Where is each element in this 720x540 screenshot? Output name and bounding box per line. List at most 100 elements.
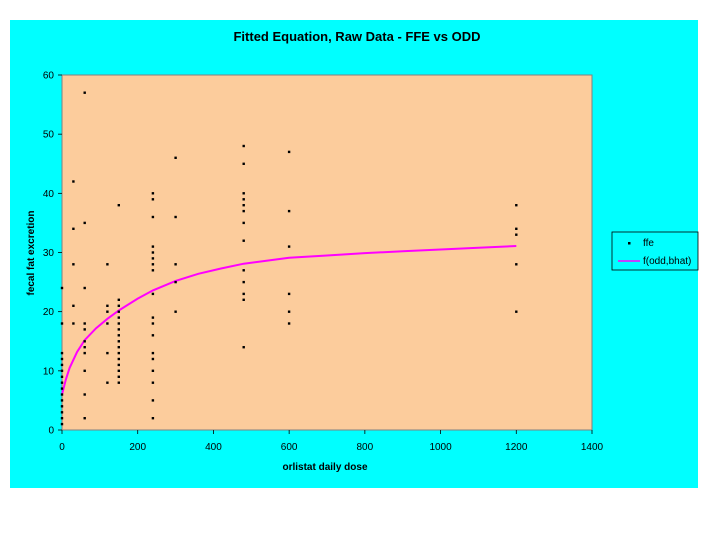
data-point [83,417,86,420]
x-tick-label: 400 [205,442,222,453]
data-point [174,280,177,284]
data-point [287,292,291,296]
plot-area [61,74,593,431]
legend-label-ffe: ffe [643,238,654,249]
data-point [515,310,518,313]
legend-label-fit: f(odd,bhat) [643,256,691,267]
data-point [72,304,75,307]
data-point [151,292,155,296]
x-tick-label: 1200 [505,442,528,453]
data-point [174,263,177,266]
y-tick-label: 50 [43,130,55,141]
x-axis-title: orlistat daily dose [282,462,367,473]
y-tick-label: 10 [43,366,55,377]
x-tick-label: 800 [357,442,374,453]
data-point [151,263,155,266]
data-point [106,304,109,307]
data-point [151,215,155,219]
data-point [106,310,109,313]
data-point [106,351,109,355]
ffe-series [60,91,518,426]
y-axis-title: fecal fat excretion [26,210,37,295]
x-tick-label: 0 [59,442,65,453]
data-point [242,204,245,207]
data-point [151,245,155,248]
data-point [242,162,245,165]
data-point [106,322,109,325]
data-point [242,280,245,284]
data-point [151,198,155,201]
data-point [242,209,245,213]
data-point [151,269,155,272]
data-point [72,322,75,325]
x-tick-label: 600 [281,442,298,453]
x-tick-label: 200 [129,442,146,453]
data-point [117,328,120,331]
data-point [515,227,518,230]
fit-line-series [61,245,517,395]
data-point [60,422,64,426]
data-point [287,322,291,325]
data-point [83,393,86,396]
data-point [83,328,86,331]
data-point [151,251,155,254]
data-point [242,221,245,225]
data-point [83,346,86,349]
y-tick-label: 60 [43,71,55,82]
y-tick-label: 40 [43,189,55,200]
data-point [242,269,245,272]
legend-box [611,231,699,271]
y-tick-label: 0 [48,426,54,437]
data-point [242,144,245,148]
legend-marker-ffe [628,242,631,245]
data-point [515,233,518,236]
data-point [515,263,518,266]
data-point [151,357,155,361]
data-point [242,346,245,349]
data-point [117,304,120,307]
data-point [287,150,291,154]
x-tick-label: 1400 [581,442,604,453]
data-point [60,363,64,367]
data-point [60,369,64,372]
data-point [72,180,75,183]
data-point [60,322,64,325]
data-point [151,351,155,355]
data-point [287,209,291,213]
data-point [151,417,155,420]
data-point [117,357,120,361]
data-point [72,263,75,266]
data-point [83,221,86,225]
x-axis: 0 200 400 600 800 1000 1200 1400 [59,430,604,453]
data-point [72,227,75,230]
data-point [117,369,120,372]
data-point [242,198,245,201]
data-point [242,192,245,195]
data-point [117,340,120,343]
data-point [117,381,120,384]
data-point [106,263,109,266]
data-point [174,310,177,313]
data-point [106,381,109,384]
y-tick-label: 30 [43,248,55,259]
data-point [287,310,291,313]
data-point [242,239,245,242]
data-point [60,399,64,402]
data-point [60,405,64,408]
data-point [151,257,155,260]
chart-title: Fitted Equation, Raw Data - FFE vs ODD [233,29,480,44]
data-point [151,334,155,337]
fit-line [61,245,517,395]
data-point [60,286,64,290]
data-point [60,387,64,390]
data-point [83,369,86,372]
data-point [60,417,64,420]
data-point [242,292,245,296]
data-point [117,322,120,325]
data-point [60,393,64,396]
data-point [60,351,64,355]
data-point [287,245,291,248]
data-point [83,286,86,290]
data-point [83,91,86,94]
